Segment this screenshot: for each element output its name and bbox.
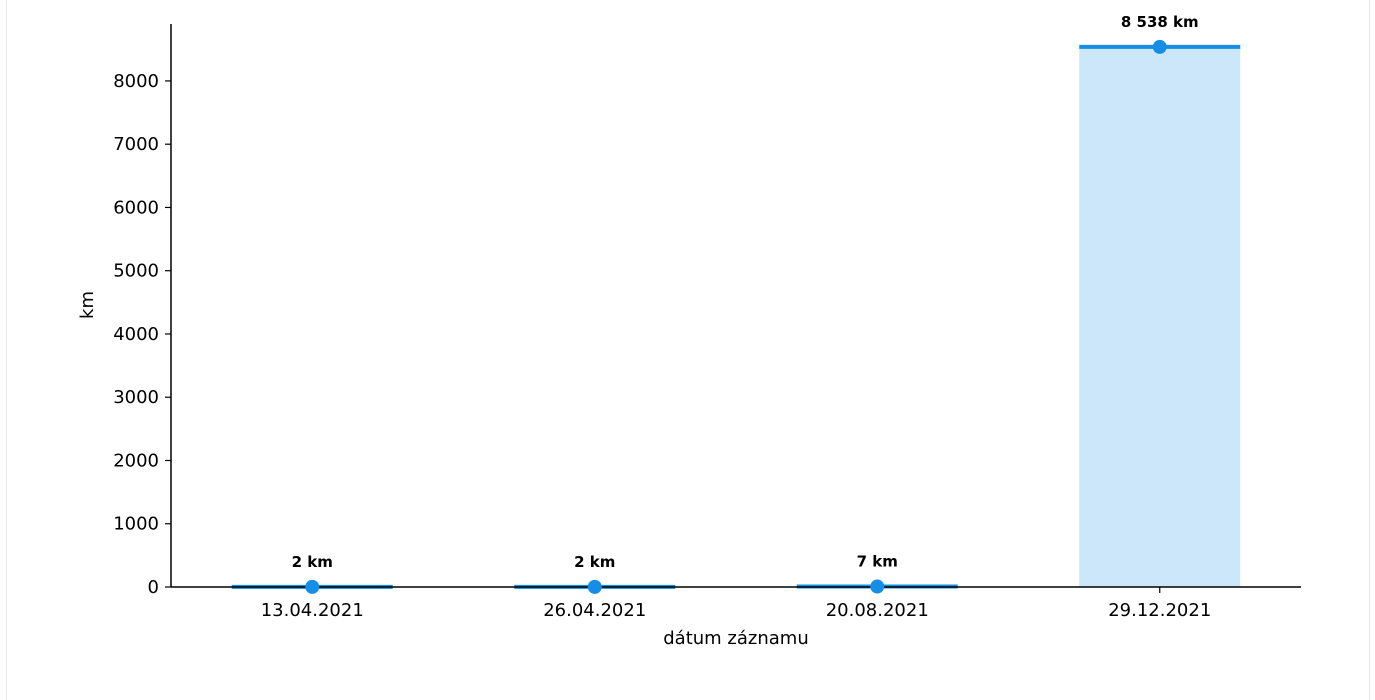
data-point <box>1152 39 1167 54</box>
x-ticks-layer: 13.04.2021 26.04.2021 20.08.2021 29.12.2021 <box>261 587 1211 621</box>
x-tick-label: 29.12.2021 <box>1108 600 1211 621</box>
data-label: 7 km <box>857 553 898 571</box>
y-tick-label: 5000 <box>113 261 159 282</box>
data-point <box>587 579 602 594</box>
data-labels-layer: 2 km 2 km 7 km 8 538 km <box>292 13 1199 571</box>
bars-layer <box>231 44 1241 589</box>
x-tick-label: 13.04.2021 <box>261 600 364 621</box>
y-tick-label: 1000 <box>113 514 159 535</box>
bar <box>1079 46 1241 588</box>
data-point <box>305 579 320 594</box>
x-axis-title: dátum záznamu <box>663 628 809 649</box>
data-label: 2 km <box>292 553 333 571</box>
y-tick-label: 4000 <box>113 324 159 345</box>
x-tick-label: 20.08.2021 <box>826 600 929 621</box>
markers-layer <box>305 39 1167 594</box>
y-axis-title: km <box>77 291 98 319</box>
y-tick-label: 3000 <box>113 387 159 408</box>
y-tick-label: 0 <box>148 577 159 598</box>
y-tick-label: 2000 <box>113 450 159 471</box>
y-tick-label: 6000 <box>113 197 159 218</box>
y-tick-label: 7000 <box>113 134 159 155</box>
x-tick-label: 26.04.2021 <box>543 600 646 621</box>
data-point <box>870 579 885 594</box>
data-label: 8 538 km <box>1121 13 1199 31</box>
y-tick-label: 8000 <box>113 71 159 92</box>
y-ticks-layer: 0 1000 2000 3000 4000 5000 6000 7000 8000 <box>113 71 171 598</box>
chart-frame <box>6 0 1370 700</box>
data-label: 2 km <box>574 553 615 571</box>
